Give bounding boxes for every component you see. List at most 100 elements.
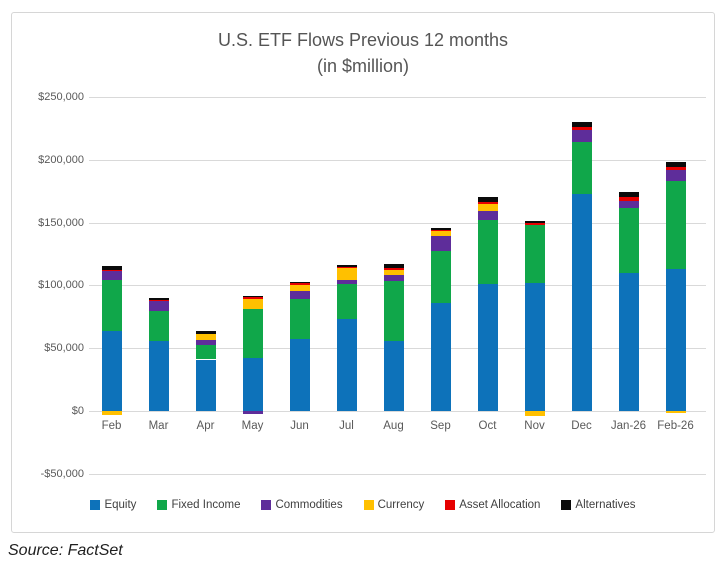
bar-segment-asset-allocation bbox=[571, 126, 592, 130]
legend-swatch-icon bbox=[261, 500, 272, 510]
bar-segment-fixed-income bbox=[618, 207, 639, 273]
legend-item-currency: Currency bbox=[363, 499, 424, 511]
bar-segment-commodities bbox=[571, 129, 592, 142]
bar-segment-currency bbox=[336, 267, 357, 280]
bar-segment-alternatives bbox=[524, 220, 545, 223]
legend-item-alternatives: Alternatives bbox=[561, 499, 636, 511]
bar-segment-fixed-income bbox=[430, 251, 451, 303]
bar-segment-currency bbox=[665, 411, 686, 413]
source-note: Source: FactSet bbox=[8, 542, 123, 559]
bar-segment-equity bbox=[242, 357, 263, 411]
x-axis-tick-label: Sep bbox=[430, 420, 451, 432]
bar-segment-currency bbox=[477, 203, 498, 212]
legend-item-fixed-income: Fixed Income bbox=[157, 499, 240, 511]
bar-segment-equity bbox=[195, 359, 216, 411]
bar-segment-equity bbox=[618, 272, 639, 411]
plot-area: $250,000 $200,000 $150,000 $100,000 $50,000 $… bbox=[12, 13, 714, 532]
bar-segment-equity bbox=[289, 339, 310, 411]
x-axis-tick-label: Feb-26 bbox=[657, 420, 694, 432]
bar-segment-commodities bbox=[289, 291, 310, 299]
bar-segment-currency bbox=[242, 298, 263, 310]
bar-segment-asset-allocation bbox=[430, 229, 451, 231]
bar-segment-asset-allocation bbox=[618, 196, 639, 201]
bar-segment-asset-allocation bbox=[289, 282, 310, 285]
bar-segment-equity bbox=[101, 330, 122, 411]
bar-segment-commodities bbox=[101, 270, 122, 281]
x-axis-tick-label: Dec bbox=[571, 420, 592, 432]
legend-label: Commodities bbox=[275, 499, 343, 511]
x-axis-tick-label: Mar bbox=[148, 420, 169, 432]
bar-segment-fixed-income bbox=[665, 180, 686, 270]
legend-item-commodities: Commodities bbox=[261, 499, 343, 511]
bar-segment-fixed-income bbox=[336, 284, 357, 320]
x-axis-tick-label: Aug bbox=[383, 420, 404, 432]
legend-label: Alternatives bbox=[575, 499, 636, 511]
legend-label: Fixed Income bbox=[171, 499, 241, 511]
bar-segment-asset-allocation bbox=[101, 269, 122, 271]
bar-segment-fixed-income bbox=[148, 311, 169, 342]
gridline bbox=[89, 159, 706, 161]
bar-segment-asset-allocation bbox=[524, 222, 545, 226]
bar-segment-fixed-income bbox=[477, 220, 498, 285]
gridline bbox=[89, 97, 706, 98]
bar-segment-commodities bbox=[430, 235, 451, 252]
bar-segment-fixed-income bbox=[242, 309, 263, 358]
gridline bbox=[89, 222, 706, 224]
bar-segment-asset-allocation bbox=[148, 299, 169, 301]
y-axis-tick-label: $250,000 bbox=[38, 91, 84, 103]
bar-segment-fixed-income bbox=[571, 141, 592, 195]
x-axis-tick-label: May bbox=[241, 420, 264, 432]
bar-segment-asset-allocation bbox=[242, 297, 263, 299]
x-axis-tick-label: Apr bbox=[196, 420, 215, 432]
legend-swatch-icon bbox=[561, 500, 572, 510]
x-axis-tick-label: Jun bbox=[290, 420, 309, 432]
bar-segment-commodities bbox=[195, 340, 216, 346]
bar-segment-currency bbox=[383, 269, 404, 275]
chart-title-line2: (in $million) bbox=[316, 56, 410, 76]
bar-segment-alternatives bbox=[665, 162, 686, 168]
bar-segment-asset-allocation bbox=[665, 167, 686, 170]
legend-label: Equity bbox=[104, 499, 137, 511]
bar-segment-alternatives bbox=[618, 192, 639, 197]
y-axis-tick-label: $50,000 bbox=[44, 342, 84, 355]
legend-swatch-icon bbox=[90, 500, 101, 510]
bar-segment-alternatives bbox=[477, 197, 498, 202]
x-axis-tick-label: Jul bbox=[339, 420, 354, 432]
x-axis-tick-label: Jan-26 bbox=[610, 420, 647, 432]
bar-segment-equity bbox=[383, 340, 404, 411]
bar-segment-alternatives bbox=[195, 331, 216, 335]
bar-segment-fixed-income bbox=[383, 281, 404, 341]
bar-segment-asset-allocation bbox=[383, 267, 404, 270]
bar-segment-fixed-income bbox=[195, 345, 216, 360]
bar-segment-fixed-income bbox=[524, 225, 545, 283]
bar-segment-commodities bbox=[665, 169, 686, 181]
bar-segment-alternatives bbox=[571, 122, 592, 127]
bar-segment-equity bbox=[571, 194, 592, 411]
bar-segment-alternatives bbox=[242, 296, 263, 298]
bar-segment-currency bbox=[430, 230, 451, 236]
bar-segment-currency bbox=[524, 411, 545, 417]
chart-frame: U.S. ETF Flows Previous 12 months (in $m… bbox=[11, 12, 715, 533]
bar-segment-commodities bbox=[242, 411, 263, 414]
bar-segment-fixed-income bbox=[289, 298, 310, 340]
bar-segment-commodities bbox=[383, 274, 404, 281]
bar-segment-fixed-income bbox=[101, 280, 122, 331]
bar-segment-equity bbox=[477, 284, 498, 411]
bar-segment-equity bbox=[336, 319, 357, 411]
legend-label: Asset Allocation bbox=[459, 499, 541, 511]
legend-swatch-icon bbox=[445, 500, 456, 510]
chart-title: U.S. ETF Flows Previous 12 months (in $m… bbox=[12, 27, 714, 79]
bar-segment-alternatives bbox=[383, 264, 404, 268]
bar-segment-currency bbox=[101, 411, 122, 415]
bar-segment-asset-allocation bbox=[477, 201, 498, 204]
y-axis-tick-label: $0 bbox=[71, 405, 84, 417]
bar-segment-commodities bbox=[336, 279, 357, 285]
legend-item-equity: Equity bbox=[90, 499, 136, 511]
bar-segment-equity bbox=[148, 341, 169, 411]
chart-title-line1: U.S. ETF Flows Previous 12 months bbox=[217, 30, 509, 50]
x-axis-tick-label: Feb bbox=[101, 420, 122, 432]
legend-swatch-icon bbox=[157, 500, 168, 510]
bar-segment-alternatives bbox=[336, 264, 357, 267]
x-axis-tick-label: Nov bbox=[524, 420, 545, 432]
bar-segment-alternatives bbox=[148, 297, 169, 300]
